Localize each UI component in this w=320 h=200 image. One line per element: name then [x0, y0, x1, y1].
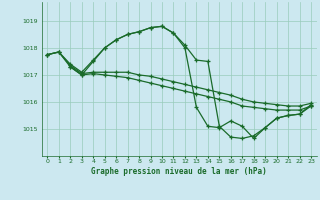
- X-axis label: Graphe pression niveau de la mer (hPa): Graphe pression niveau de la mer (hPa): [91, 167, 267, 176]
